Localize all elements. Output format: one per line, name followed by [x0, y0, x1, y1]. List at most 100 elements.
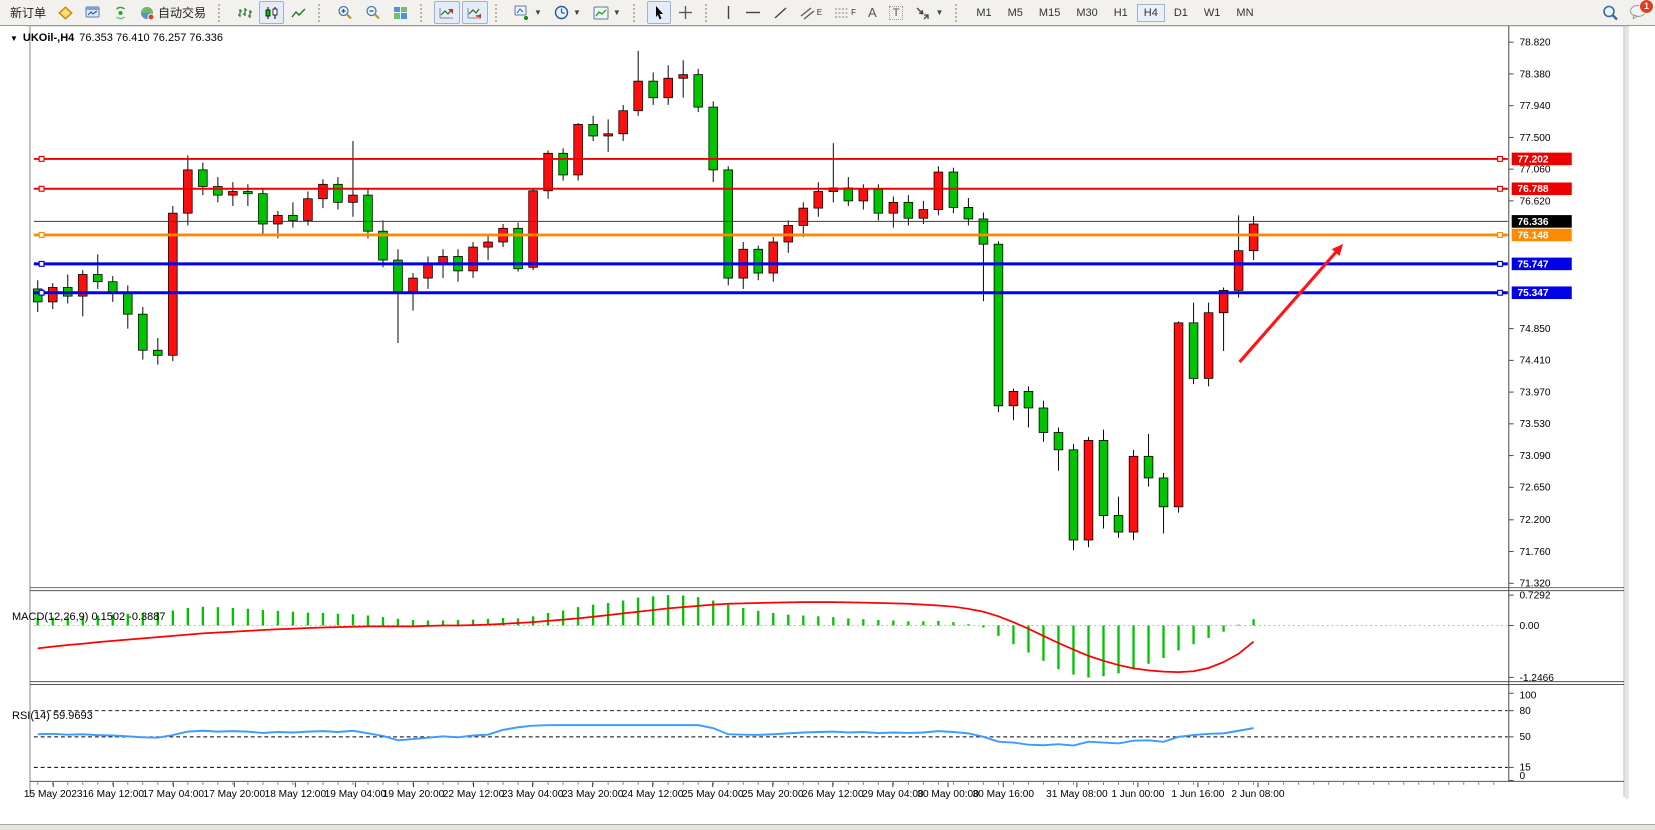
vertical-line-button[interactable]: [719, 1, 738, 24]
macd-histogram: [36, 595, 1255, 678]
candle: [183, 155, 193, 226]
timeframe-button-D1[interactable]: D1: [1173, 6, 1188, 19]
equidistant-channel-button[interactable]: E: [795, 1, 827, 24]
timeframe-clock-button[interactable]: ▼: [549, 1, 586, 24]
horizontal-line-button[interactable]: [740, 1, 766, 24]
trend-arrow-head[interactable]: [1331, 243, 1344, 256]
hline-handle[interactable]: [38, 185, 45, 192]
candle: [603, 119, 613, 152]
autotrading-button[interactable]: 自动交易: [135, 1, 211, 24]
zoom-in-button[interactable]: [332, 1, 358, 24]
bar-chart-icon: [238, 7, 253, 18]
hline-handle[interactable]: [38, 289, 45, 296]
cursor-button[interactable]: [646, 1, 671, 24]
symbols-button[interactable]: [53, 1, 78, 24]
candle: [333, 177, 343, 210]
hline-handle[interactable]: [38, 260, 45, 267]
chart-background: [29, 26, 1626, 799]
price-tick-label: 78.380: [1519, 69, 1550, 80]
signals-button[interactable]: [108, 1, 133, 24]
zoom-out-icon: [366, 5, 380, 20]
candle: [723, 166, 733, 286]
timeframe-button-H1[interactable]: H1: [1113, 6, 1128, 19]
candle: [618, 104, 628, 142]
candle: [708, 101, 718, 183]
add-indicator-button[interactable]: ▼: [509, 1, 547, 24]
chart-window-button[interactable]: [80, 1, 106, 24]
chart-shift-button[interactable]: [462, 1, 489, 24]
rsi-indicator-label: RSI(14) 59.9693: [12, 710, 93, 722]
timeframe-button-M15[interactable]: M15: [1038, 6, 1061, 19]
timeframe-button-M30[interactable]: M30: [1076, 6, 1098, 19]
symbol-title-text: UKOil-,H4: [22, 32, 75, 44]
tile-windows-button[interactable]: [388, 1, 413, 24]
hline-handle[interactable]: [1497, 155, 1504, 162]
toolbar-grip: [955, 3, 962, 22]
date-label: 17 May 04:00: [143, 789, 205, 800]
hline-handle[interactable]: [38, 155, 45, 162]
dropdown-caret-icon: ▼: [534, 8, 542, 17]
price-badge: [1511, 257, 1572, 271]
candle-body: [678, 74, 688, 79]
notifications-button[interactable]: 1: [1629, 0, 1654, 22]
candle: [693, 68, 703, 113]
hline-handle[interactable]: [1497, 231, 1504, 238]
rsi-axis-label: 80: [1519, 706, 1531, 717]
candle-body: [603, 133, 613, 137]
timeframe-button-MN[interactable]: MN: [1236, 6, 1254, 19]
chart-symbol-title[interactable]: ▼ UKOil-,H4 76.353 76.410 76.257 76.336: [10, 32, 223, 44]
price-tick-label: 73.530: [1519, 419, 1550, 430]
dropdown-caret-icon: ▼: [612, 8, 621, 17]
line-chart-button[interactable]: [286, 1, 311, 24]
fibonacci-button[interactable]: F: [829, 1, 861, 24]
bar-chart-button[interactable]: [232, 1, 257, 24]
chart-template-button[interactable]: ▼: [588, 1, 626, 24]
hline-handle[interactable]: [38, 231, 45, 238]
price-tick-label: 74.410: [1519, 356, 1550, 367]
zoom-out-button[interactable]: [360, 1, 386, 24]
candle-body: [468, 246, 478, 272]
candle: [1068, 444, 1079, 551]
candlestick-chart-button[interactable]: [259, 1, 285, 24]
candle: [933, 166, 944, 216]
auto-scroll-button[interactable]: [434, 1, 461, 24]
hline-handle[interactable]: [1497, 185, 1504, 192]
candle-body: [78, 274, 88, 297]
toolbar-grip: [420, 3, 427, 22]
channel-letter: E: [816, 8, 823, 17]
new-order-button[interactable]: 新订单: [5, 1, 51, 24]
timeframe-button-M1[interactable]: M1: [976, 6, 992, 19]
candle: [678, 60, 688, 98]
price-tick-label: 77.940: [1519, 101, 1550, 112]
hline-handle[interactable]: [1497, 260, 1504, 267]
date-label: 1 Jun 16:00: [1171, 789, 1224, 800]
candle-body: [1158, 477, 1169, 508]
text-tool-button[interactable]: A: [863, 1, 882, 24]
arrows-tool-button[interactable]: ▼: [910, 1, 948, 24]
price-badge-label: 75.747: [1518, 259, 1549, 270]
price-tick-label: 71.760: [1519, 547, 1550, 558]
search-icon[interactable]: [1602, 5, 1619, 21]
notification-count-badge: 1: [1639, 0, 1654, 14]
chart-canvas[interactable]: 78.820 78.380 77.940 77.500 77.060 76.620 74.8…: [0, 26, 1655, 824]
rsi-axis-label: 15: [1519, 763, 1531, 774]
candle: [948, 167, 959, 214]
crosshair-button[interactable]: [673, 1, 698, 24]
date-label: 31 May 08:00: [1046, 789, 1108, 800]
candle-body: [1203, 312, 1214, 379]
candle-body: [123, 292, 133, 315]
timeframe-button-M5[interactable]: M5: [1007, 6, 1023, 19]
timeframe-button-W1[interactable]: W1: [1203, 6, 1221, 19]
symbol-dropdown-icon[interactable]: ▼: [10, 33, 18, 43]
candle-body: [1233, 250, 1244, 291]
macd-signal-line: [37, 601, 1255, 674]
chart-window: 78.820 78.380 77.940 77.500 77.060 76.620 74.8…: [0, 26, 1655, 824]
trend-arrow[interactable]: [1238, 248, 1340, 364]
price-badge: [1511, 286, 1572, 300]
timeframe-button-H4[interactable]: H4: [1136, 3, 1165, 22]
text-label-button[interactable]: T: [884, 1, 909, 24]
candle-body: [1173, 322, 1184, 508]
hline-handle[interactable]: [1497, 289, 1504, 296]
trend-line-button[interactable]: [768, 1, 793, 24]
